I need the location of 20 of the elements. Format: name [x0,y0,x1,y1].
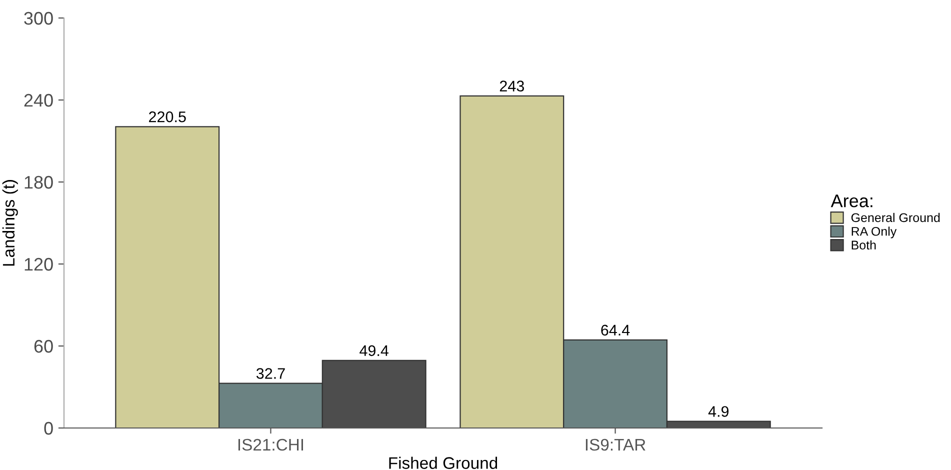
x-axis-title: Fished Ground [389,456,498,469]
data-label: 220.5 [149,111,186,122]
legend-label: RA Only [852,226,897,238]
x-tick-label: IS21:CHI [238,438,303,451]
legend-label: General Ground [851,212,940,222]
y-tick-label: 180 [24,176,53,189]
data-label: 49.4 [360,345,389,356]
x-tick-label: IS9:TAR [586,438,646,451]
data-label: 243 [500,80,524,92]
data-label: 32.7 [256,368,285,379]
y-axis-title: Landings (t) [2,180,18,266]
legend-title: Area: [830,194,872,208]
legend-label: Both [852,240,876,250]
data-label: 4.9 [708,406,729,417]
y-tick-label: 60 [34,340,53,353]
y-tick-label: 120 [24,258,53,271]
data-label: 64.4 [601,324,630,336]
y-tick-label: 240 [24,94,53,107]
y-tick-label: 0 [44,422,53,435]
y-tick-label: 300 [24,12,53,25]
